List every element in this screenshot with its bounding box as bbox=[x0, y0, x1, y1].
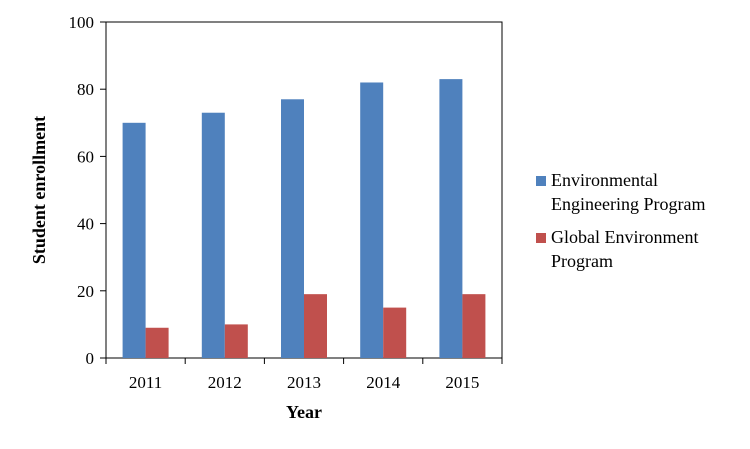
y-tick-label: 80 bbox=[77, 80, 94, 99]
legend-swatch bbox=[536, 176, 546, 186]
x-tick-label: 2014 bbox=[366, 373, 401, 392]
x-tick-label: 2015 bbox=[445, 373, 479, 392]
legend: Environmental Engineering Program Global E… bbox=[536, 170, 705, 271]
bar-global-env-2013 bbox=[304, 294, 327, 358]
bar-env-eng-2015 bbox=[439, 79, 463, 359]
legend-swatch bbox=[536, 233, 546, 243]
x-tick-label: 2011 bbox=[129, 373, 162, 392]
bar-env-eng-2014 bbox=[360, 82, 384, 358]
bar-env-eng-2011 bbox=[122, 122, 146, 358]
x-tick-label: 2013 bbox=[287, 373, 321, 392]
y-tick-label: 0 bbox=[86, 349, 95, 368]
bar-global-env-2014 bbox=[383, 307, 407, 358]
y-tick-label: 100 bbox=[69, 13, 95, 32]
bar-env-eng-2013 bbox=[281, 99, 304, 358]
bar-env-eng-2012 bbox=[201, 112, 225, 358]
y-tick-label: 20 bbox=[77, 282, 94, 301]
y-tick-label: 60 bbox=[77, 147, 94, 166]
y-tick-label: 40 bbox=[77, 215, 94, 234]
plot-area: 0 20 40 60 80 100 2011 2012 2013 2014 2015 bbox=[69, 13, 503, 392]
bar-global-env-2012 bbox=[224, 324, 248, 358]
x-tick-label: 2012 bbox=[208, 373, 242, 392]
x-axis-title: Year bbox=[286, 402, 322, 422]
y-axis-title: Student enrollment bbox=[29, 116, 49, 264]
bar-global-env-2015 bbox=[462, 294, 486, 358]
legend-label: Environmental Engineering Program bbox=[551, 170, 705, 214]
legend-label: Global Environment Program bbox=[551, 227, 698, 271]
bar-global-env-2011 bbox=[145, 327, 169, 358]
